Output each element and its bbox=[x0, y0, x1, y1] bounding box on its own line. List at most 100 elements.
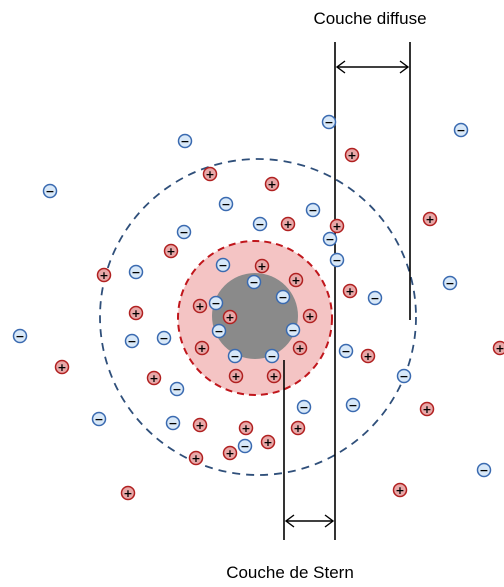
positive-ion-21: + bbox=[266, 368, 282, 384]
negative-ion-19: − bbox=[124, 333, 140, 349]
plus-sign-icon: + bbox=[305, 310, 314, 323]
negative-ion-8: − bbox=[215, 257, 231, 273]
negative-ion-10: − bbox=[329, 252, 345, 268]
negative-ion-26: − bbox=[169, 381, 185, 397]
plus-sign-icon: + bbox=[332, 220, 341, 233]
minus-sign-icon: − bbox=[288, 324, 297, 337]
negative-ion-15: − bbox=[442, 275, 458, 291]
plus-sign-icon: + bbox=[363, 350, 372, 363]
positive-ion-30: + bbox=[120, 485, 136, 501]
minus-sign-icon: − bbox=[324, 116, 333, 129]
minus-sign-icon: − bbox=[255, 218, 264, 231]
plus-sign-icon: + bbox=[166, 245, 175, 258]
plus-sign-icon: + bbox=[195, 300, 204, 313]
plus-sign-icon: + bbox=[131, 307, 140, 320]
minus-sign-icon: − bbox=[249, 276, 258, 289]
negative-ion-28: − bbox=[345, 397, 361, 413]
positive-ion-18: + bbox=[54, 359, 70, 375]
positive-ion-12: + bbox=[302, 308, 318, 324]
minus-sign-icon: − bbox=[230, 350, 239, 363]
diffuse-layer-boundary bbox=[99, 158, 417, 476]
plus-sign-icon: + bbox=[263, 436, 272, 449]
minus-sign-icon: − bbox=[370, 292, 379, 305]
positive-ion-9: + bbox=[288, 272, 304, 288]
minus-sign-icon: − bbox=[94, 413, 103, 426]
plus-sign-icon: + bbox=[123, 487, 132, 500]
minus-sign-icon: − bbox=[15, 330, 24, 343]
minus-sign-icon: − bbox=[348, 399, 357, 412]
positive-ion-7: + bbox=[96, 267, 112, 283]
negative-ion-24: − bbox=[264, 348, 280, 364]
plus-sign-icon: + bbox=[225, 447, 234, 460]
minus-sign-icon: − bbox=[479, 464, 488, 477]
plus-sign-icon: + bbox=[345, 285, 354, 298]
positive-ion-31: + bbox=[392, 482, 408, 498]
negative-ion-6: − bbox=[252, 216, 268, 232]
minus-sign-icon: − bbox=[399, 370, 408, 383]
negative-ion-11: − bbox=[128, 264, 144, 280]
negative-ion-32: − bbox=[476, 462, 492, 478]
plus-sign-icon: + bbox=[99, 269, 108, 282]
positive-ion-28: + bbox=[222, 445, 238, 461]
positive-ion-15: + bbox=[194, 340, 210, 356]
positive-ion-19: + bbox=[146, 370, 162, 386]
positive-ion-10: + bbox=[342, 283, 358, 299]
positive-ion-25: + bbox=[290, 420, 306, 436]
stern-width-arrow bbox=[284, 514, 335, 528]
minus-sign-icon: − bbox=[332, 254, 341, 267]
negative-ion-13: − bbox=[275, 289, 291, 305]
plus-sign-icon: + bbox=[205, 168, 214, 181]
plus-sign-icon: + bbox=[283, 218, 292, 231]
minus-sign-icon: − bbox=[172, 383, 181, 396]
minus-sign-icon: − bbox=[179, 226, 188, 239]
negative-ion-29: − bbox=[91, 411, 107, 427]
negative-ion-2: − bbox=[177, 133, 193, 149]
minus-sign-icon: − bbox=[180, 135, 189, 148]
minus-sign-icon: − bbox=[127, 335, 136, 348]
positive-ion-26: + bbox=[260, 434, 276, 450]
minus-sign-icon: − bbox=[267, 350, 276, 363]
minus-sign-icon: − bbox=[218, 259, 227, 272]
positive-ion-22: + bbox=[419, 401, 435, 417]
negative-ion-21: − bbox=[12, 328, 28, 344]
minus-sign-icon: − bbox=[131, 266, 140, 279]
plus-sign-icon: + bbox=[195, 419, 204, 432]
negative-ion-30: − bbox=[165, 415, 181, 431]
minus-sign-icon: − bbox=[211, 297, 220, 310]
ions-layer: +++++ +++++++++++ ++++ + +++ + +++ +++ +−−−−− −−−… bbox=[12, 114, 504, 501]
negative-ion-23: − bbox=[227, 348, 243, 364]
positive-ion-27: + bbox=[188, 450, 204, 466]
plus-sign-icon: + bbox=[257, 260, 266, 273]
positive-ion-24: + bbox=[238, 420, 254, 436]
positive-ion-13: + bbox=[222, 309, 238, 325]
negative-ion-27: − bbox=[296, 399, 312, 415]
minus-sign-icon: − bbox=[299, 401, 308, 414]
diffuse-width-arrow bbox=[335, 60, 410, 74]
negative-ion-4: − bbox=[218, 196, 234, 212]
plus-sign-icon: + bbox=[149, 372, 158, 385]
negative-ion-14: − bbox=[367, 290, 383, 306]
plus-sign-icon: + bbox=[395, 484, 404, 497]
negative-ion-25: − bbox=[396, 368, 412, 384]
minus-sign-icon: − bbox=[278, 291, 287, 304]
positive-ion-0: + bbox=[344, 147, 360, 163]
plus-sign-icon: + bbox=[231, 370, 240, 383]
positive-ion-14: + bbox=[128, 305, 144, 321]
plus-sign-icon: + bbox=[293, 422, 302, 435]
negative-ion-18: − bbox=[285, 322, 301, 338]
positive-ion-20: + bbox=[228, 368, 244, 384]
plus-sign-icon: + bbox=[422, 403, 431, 416]
minus-sign-icon: − bbox=[214, 325, 223, 338]
plus-sign-icon: + bbox=[347, 149, 356, 162]
positive-ion-4: + bbox=[280, 216, 296, 232]
positive-ion-29: + bbox=[492, 340, 504, 356]
positive-ion-17: + bbox=[360, 348, 376, 364]
positive-ion-16: + bbox=[292, 340, 308, 356]
negative-ion-7: − bbox=[176, 224, 192, 240]
positive-ion-2: + bbox=[264, 176, 280, 192]
positive-ion-11: + bbox=[192, 298, 208, 314]
plus-sign-icon: + bbox=[57, 361, 66, 374]
minus-sign-icon: − bbox=[159, 332, 168, 345]
minus-sign-icon: − bbox=[221, 198, 230, 211]
